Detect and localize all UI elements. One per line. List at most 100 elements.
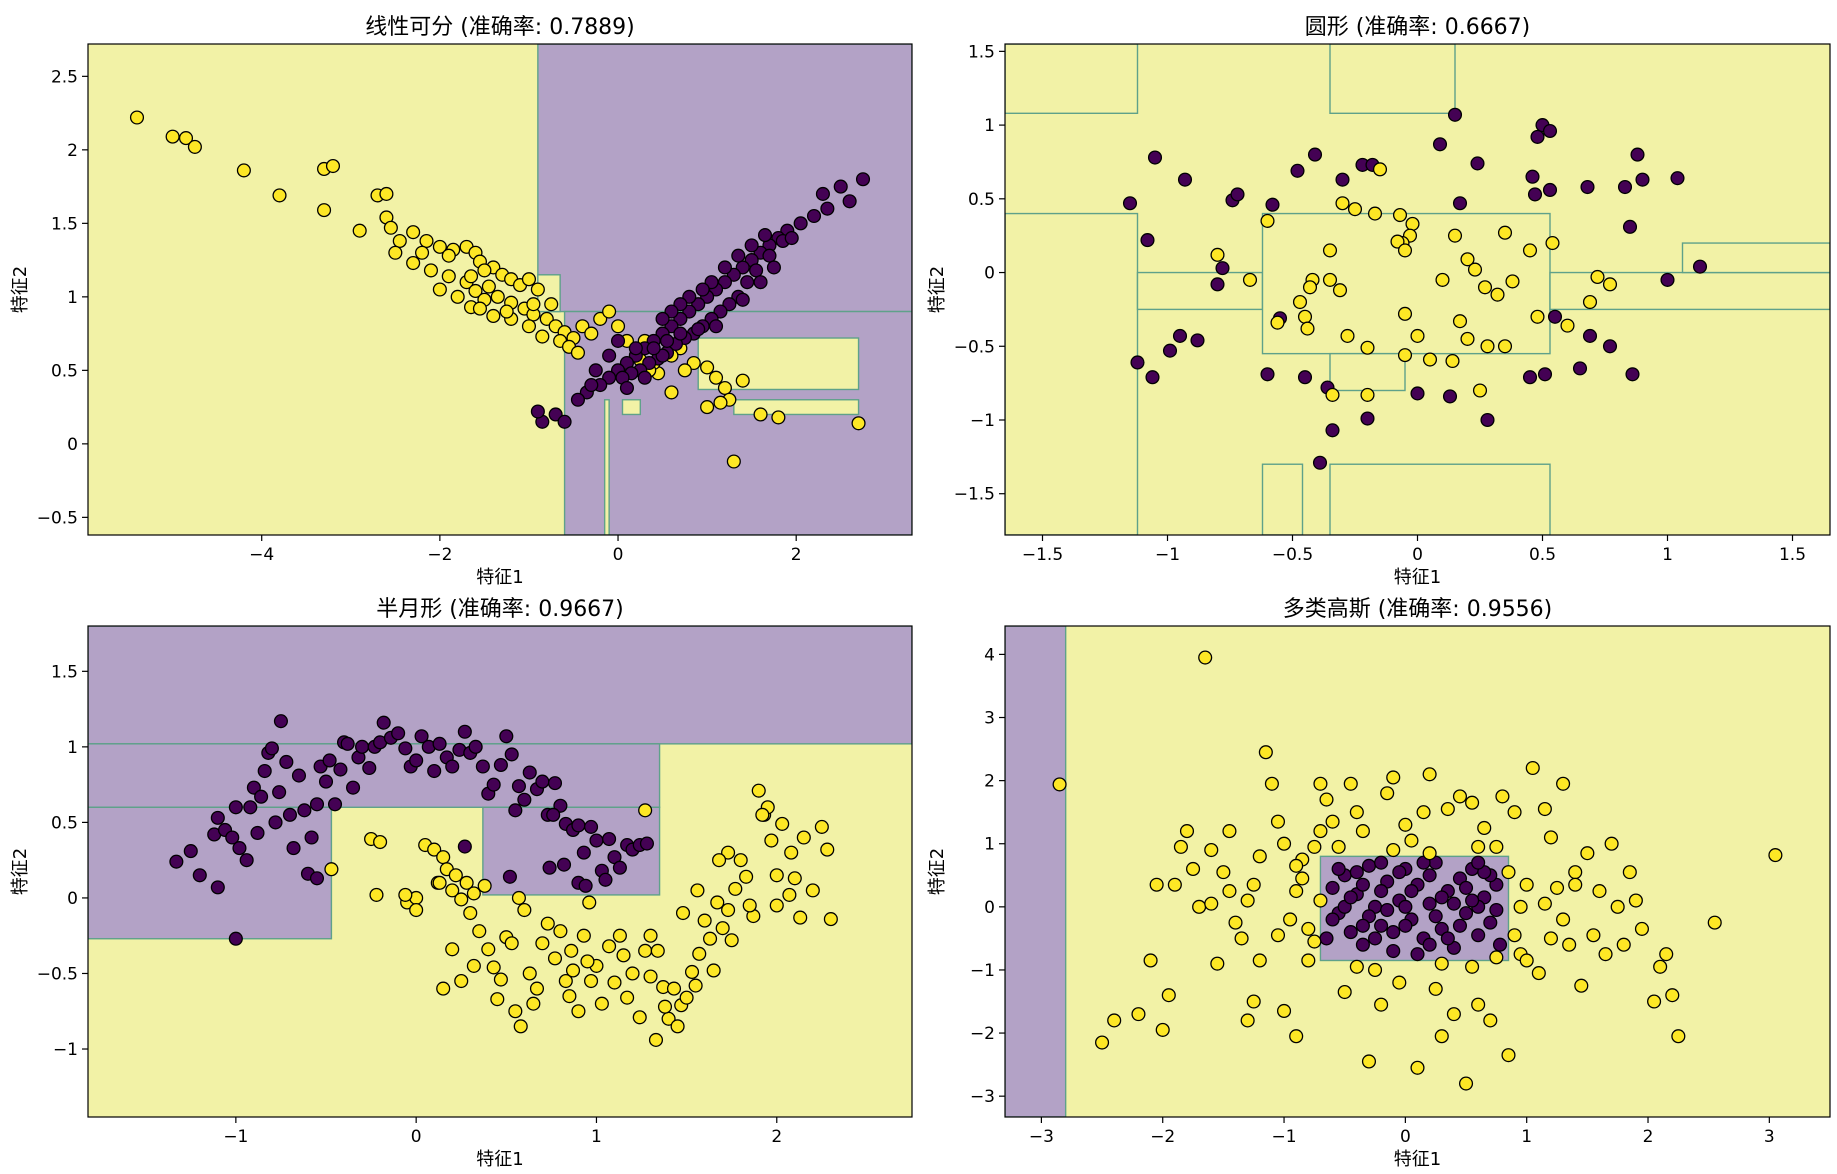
plot-frame	[87, 625, 913, 1118]
data-point-class-1	[625, 966, 640, 981]
y-tick-label: −1	[53, 1040, 78, 1060]
data-point-class-1	[463, 269, 479, 284]
data-point-class-1	[1452, 314, 1468, 329]
data-point-class-1	[700, 360, 715, 375]
x-tick-label: −1	[1155, 545, 1180, 565]
data-point-class-1	[1173, 839, 1188, 854]
data-point-class-1	[1161, 988, 1176, 1003]
y-tick-label: 0.5	[968, 190, 995, 210]
data-point-class-1	[1460, 252, 1475, 267]
data-point-class-0	[1440, 931, 1455, 946]
data-point-class-1	[1556, 776, 1571, 791]
data-point-class-1	[540, 916, 555, 931]
y-tick-label: −3	[970, 1087, 995, 1107]
data-point-class-1	[1149, 877, 1164, 892]
data-point-class-1	[454, 973, 469, 989]
data-point-class-0	[708, 319, 724, 334]
data-point-class-1	[1270, 814, 1286, 829]
y-axis-label: 特征2	[10, 848, 31, 895]
data-point-class-0	[753, 275, 768, 290]
data-point-class-1	[1471, 839, 1486, 854]
data-point-class-0	[637, 370, 652, 385]
data-point-class-0	[1635, 172, 1650, 187]
y-axis-label: 特征2	[927, 266, 948, 313]
data-point-class-1	[620, 990, 635, 1005]
data-point-class-0	[445, 759, 460, 774]
data-point-class-1	[607, 975, 622, 990]
data-point-class-0	[225, 830, 240, 845]
data-point-class-0	[362, 760, 377, 776]
data-point-class-1	[324, 862, 339, 877]
data-point-class-1	[1562, 937, 1577, 952]
data-point-class-1	[1360, 340, 1375, 355]
data-point-class-1	[1343, 776, 1358, 791]
data-point-class-1	[419, 233, 434, 249]
data-point-class-1	[1289, 884, 1304, 899]
data-point-class-0	[318, 774, 334, 789]
data-point-class-1	[373, 834, 388, 850]
data-point-class-0	[1410, 386, 1425, 401]
data-point-class-0	[673, 311, 688, 326]
data-point-class-1	[1452, 789, 1468, 804]
data-point-class-1	[753, 407, 768, 422]
data-point-class-1	[388, 245, 403, 260]
data-point-class-1	[493, 972, 508, 987]
data-point-class-1	[1522, 243, 1538, 258]
data-point-class-0	[1355, 937, 1370, 952]
data-point-class-0	[257, 763, 272, 779]
data-point-class-0	[169, 854, 184, 869]
data-point-class-0	[1162, 343, 1178, 358]
data-point-class-0	[432, 736, 447, 751]
data-point-class-0	[1547, 309, 1563, 324]
data-point-class-0	[1522, 370, 1538, 385]
data-point-class-1	[521, 319, 537, 334]
data-point-class-0	[1447, 107, 1463, 122]
data-point-class-1	[529, 981, 545, 996]
data-point-class-1	[423, 263, 439, 278]
data-point-class-0	[557, 414, 572, 429]
data-point-class-1	[1361, 1054, 1377, 1069]
data-point-class-0	[659, 333, 675, 349]
data-point-class-1	[1210, 956, 1225, 971]
y-tick-label: 0.5	[51, 361, 78, 381]
data-point-class-1	[517, 902, 532, 918]
data-point-class-1	[1155, 1022, 1170, 1037]
data-point-class-1	[1234, 931, 1249, 946]
data-point-class-0	[1458, 906, 1474, 921]
data-point-class-1	[593, 311, 608, 326]
data-point-class-0	[517, 792, 532, 807]
data-point-class-1	[1276, 836, 1292, 851]
data-point-class-1	[771, 410, 786, 425]
data-point-class-1	[1292, 294, 1308, 310]
data-point-class-0	[646, 341, 661, 356]
data-point-class-1	[553, 924, 568, 939]
data-point-class-1	[1545, 236, 1560, 251]
data-point-class-0	[815, 186, 830, 201]
data-point-class-1	[1410, 328, 1425, 343]
data-point-class-0	[556, 857, 572, 872]
y-tick-label: 2	[67, 141, 78, 161]
data-point-class-1	[1143, 953, 1158, 968]
data-point-class-1	[1204, 896, 1219, 911]
subplot-moons: −1 0 1 2 −1 −0.5 0 0.5 1 1.5 半月形 (准确率: 0.9667) 特征1 特…	[10, 597, 913, 1170]
data-point-class-1	[638, 803, 653, 818]
data-point-class-1	[1167, 877, 1182, 892]
data-point-class-1	[178, 131, 194, 146]
decision-region-class-1	[1136, 271, 1264, 311]
subplot-title: 线性可分 (准确率: 0.7889)	[365, 15, 635, 40]
data-point-class-0	[628, 341, 643, 356]
data-point-class-0	[1622, 219, 1638, 234]
decision-region-class-1	[1329, 463, 1551, 535]
data-point-class-1	[814, 819, 829, 834]
data-point-class-1	[724, 933, 739, 948]
data-point-class-1	[787, 871, 802, 886]
data-point-class-1	[1179, 824, 1195, 839]
data-point-class-1	[1647, 994, 1662, 1009]
data-point-class-1	[472, 924, 487, 939]
data-point-class-1	[477, 878, 492, 893]
data-point-class-0	[842, 194, 857, 209]
data-point-class-0	[486, 777, 501, 792]
data-point-class-0	[602, 831, 617, 847]
data-point-class-1	[1549, 880, 1565, 895]
data-point-class-1	[692, 946, 707, 961]
